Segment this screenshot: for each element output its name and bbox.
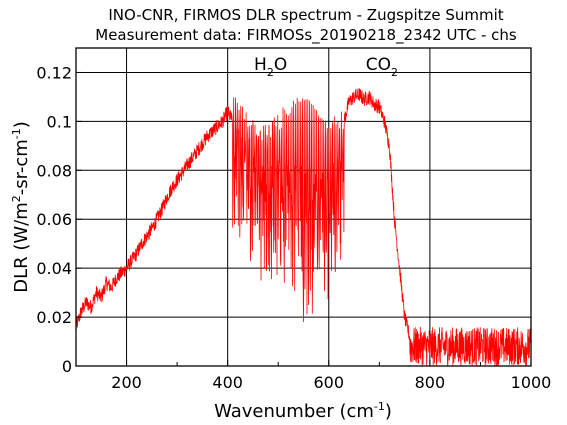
chart-title-line-1: INO-CNR, FIRMOS DLR spectrum - Zugspitze… (108, 6, 503, 24)
y-tick-label: 0.08 (36, 161, 72, 180)
chart-title-line-2: Measurement data: FIRMOSs_20190218_2342 … (95, 26, 517, 45)
y-axis-label-sup-2: -1 (10, 128, 23, 139)
x-tick-label: 400 (212, 373, 243, 392)
y-tick-labels: 0 0.02 0.04 0.06 0.08 0.1 0.12 (36, 63, 72, 376)
band-annotation-sub: 2 (391, 66, 398, 79)
band-annotation-sub: 2 (267, 66, 274, 79)
x-axis-label-base: Wavenumber (cm (214, 401, 374, 422)
band-annotation-end: O (274, 55, 287, 75)
band-annotation: H2O (254, 55, 287, 79)
y-tick-label: 0.1 (47, 112, 72, 131)
x-axis-label-end: ) (385, 401, 392, 422)
x-tick-label: 800 (415, 373, 446, 392)
data-layer (75, 88, 532, 366)
band-annotation-base: CO (366, 55, 391, 75)
band-annotations: H2O CO2 (254, 55, 398, 79)
y-tick-label: 0.02 (36, 308, 72, 327)
y-tick-label: 0 (62, 357, 72, 376)
x-axis-label-sup: -1 (374, 400, 385, 413)
y-axis-label-part-2: -sr-cm (11, 139, 32, 195)
y-axis-label-sup-1: 2 (10, 195, 23, 202)
x-tick-label: 200 (111, 373, 142, 392)
y-axis-label-part-3: ) (11, 121, 32, 128)
x-tick-labels: 200 400 600 800 1000 (111, 373, 551, 392)
x-axis-label: Wavenumber (cm-1) (214, 400, 392, 422)
tick-marks (76, 71, 532, 367)
spectrum-line (75, 88, 532, 366)
y-tick-label: 0.06 (36, 210, 72, 229)
plot-frame (75, 47, 532, 367)
y-tick-label: 0.12 (36, 63, 72, 82)
band-annotation: CO2 (366, 55, 398, 79)
x-tick-label: 600 (314, 373, 345, 392)
y-axis-label: DLR (W/m2-sr-cm-1) (10, 121, 32, 293)
band-annotation-base: H (254, 55, 267, 75)
x-tick-label: 1000 (511, 373, 552, 392)
y-tick-label: 0.04 (36, 259, 72, 278)
y-axis-label-part-1: DLR (W/m (11, 202, 32, 293)
